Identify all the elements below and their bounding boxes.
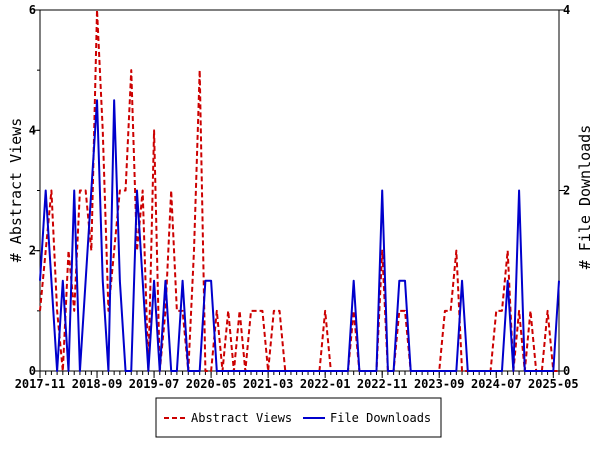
- x-tick-label: 2017-11: [15, 377, 66, 391]
- y-right-tick-label: 2: [563, 184, 570, 198]
- x-tick-label: 2019-07: [129, 377, 180, 391]
- series-file-downloads-line: [39, 99, 560, 372]
- y-left-tick-label: 4: [29, 123, 36, 137]
- y-axis-left-title: # Abstract Views: [7, 118, 25, 263]
- x-tick-label: 2021-03: [243, 377, 294, 391]
- legend-abstract-views-label: Abstract Views: [191, 411, 292, 425]
- y-right-tick-label: 0: [563, 364, 570, 378]
- y-left-tick-label: 2: [29, 244, 36, 258]
- y-right-tick-label: 4: [563, 3, 570, 17]
- x-tick-label: 2018-09: [72, 377, 123, 391]
- x-tick-label: 2023-09: [414, 377, 465, 391]
- y-left-tick-label: 0: [29, 364, 36, 378]
- x-tick-label: 2025-05: [528, 377, 579, 391]
- legend-file-downloads-label: File Downloads: [330, 411, 431, 425]
- y-axis-left: 0 2 4 6: [29, 3, 40, 378]
- x-tick-label: 2022-01: [300, 377, 351, 391]
- legend: Abstract Views File Downloads: [155, 397, 442, 438]
- y-axis-right-title: # File Downloads: [576, 125, 594, 270]
- y-left-tick-label: 6: [29, 3, 36, 17]
- x-tick-label: 2024-07: [471, 377, 522, 391]
- legend-box: [155, 397, 442, 438]
- series-layer: [39, 9, 560, 372]
- y-axis-right: 0 2 4: [559, 3, 570, 378]
- x-tick-label: 2020-05: [186, 377, 237, 391]
- x-axis: 2017-11 2018-09 2019-07 2020-05 2021-03 2022-…: [15, 371, 579, 391]
- x-tick-label: 2022-11: [357, 377, 408, 391]
